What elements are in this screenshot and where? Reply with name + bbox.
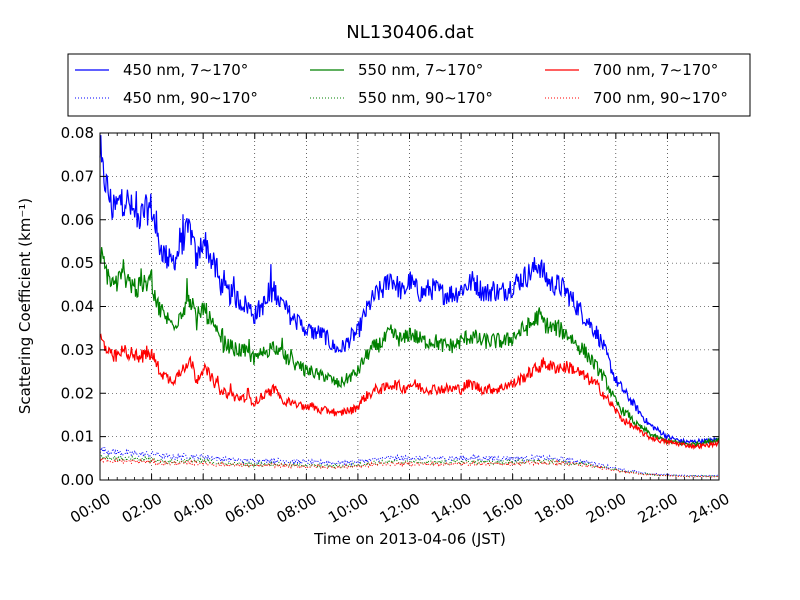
legend-box <box>67 53 751 117</box>
y-tick-label: 0.06 <box>61 211 94 229</box>
legend: 450 nm, 7∼170° 550 nm, 7∼170° 700 nm, 7∼17… <box>67 53 751 117</box>
y-axis-ticks: 0.00 0.01 0.02 0.03 0.04 0.05 0.06 0.07 0.08 <box>61 124 719 489</box>
y-tick-label: 0.00 <box>61 471 94 489</box>
legend-label-0: 450 nm, 7∼170° <box>123 61 248 79</box>
legend-label-2: 550 nm, 7∼170° <box>358 61 483 79</box>
x-axis-label: Time on 2013-04-06 (JST) <box>313 530 506 548</box>
y-tick-label: 0.05 <box>61 254 94 272</box>
y-tick-label: 0.03 <box>61 341 94 359</box>
series-line-3 <box>99 454 720 478</box>
y-tick-label: 0.04 <box>61 298 94 316</box>
legend-label-1: 450 nm, 90∼170° <box>123 89 258 107</box>
chart-title: NL130406.dat <box>346 22 473 43</box>
legend-label-3: 550 nm, 90∼170° <box>358 89 493 107</box>
series-line-2 <box>99 247 720 447</box>
series-layer <box>99 135 720 478</box>
y-tick-label: 0.08 <box>61 124 94 142</box>
y-axis-label: Scattering Coefficient (km⁻¹) <box>16 198 34 414</box>
y-tick-label: 0.01 <box>61 428 94 446</box>
y-tick-label: 0.02 <box>61 384 94 402</box>
series-line-0 <box>99 135 720 445</box>
legend-label-5: 700 nm, 90∼170° <box>593 89 728 107</box>
series-line-4 <box>99 333 720 451</box>
legend-label-4: 700 nm, 7∼170° <box>593 61 718 79</box>
y-tick-label: 0.07 <box>61 167 94 185</box>
